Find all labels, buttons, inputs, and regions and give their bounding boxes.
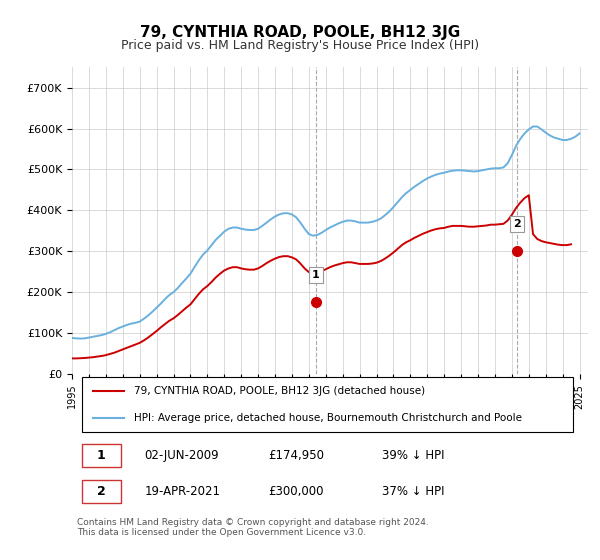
Text: 2: 2: [513, 219, 521, 228]
Text: Contains HM Land Registry data © Crown copyright and database right 2024.
This d: Contains HM Land Registry data © Crown c…: [77, 517, 429, 537]
Text: £300,000: £300,000: [268, 485, 323, 498]
FancyBboxPatch shape: [82, 377, 572, 432]
Text: 39% ↓ HPI: 39% ↓ HPI: [382, 449, 444, 462]
Text: 1: 1: [312, 270, 320, 280]
FancyBboxPatch shape: [82, 480, 121, 503]
Text: HPI: Average price, detached house, Bournemouth Christchurch and Poole: HPI: Average price, detached house, Bour…: [134, 413, 522, 423]
FancyBboxPatch shape: [82, 444, 121, 466]
Text: £174,950: £174,950: [268, 449, 324, 462]
Text: Price paid vs. HM Land Registry's House Price Index (HPI): Price paid vs. HM Land Registry's House …: [121, 39, 479, 52]
Text: 37% ↓ HPI: 37% ↓ HPI: [382, 485, 444, 498]
Text: 2: 2: [97, 485, 105, 498]
Text: 19-APR-2021: 19-APR-2021: [144, 485, 220, 498]
Text: 1: 1: [97, 449, 105, 462]
Text: 79, CYNTHIA ROAD, POOLE, BH12 3JG (detached house): 79, CYNTHIA ROAD, POOLE, BH12 3JG (detac…: [134, 386, 425, 396]
Text: 79, CYNTHIA ROAD, POOLE, BH12 3JG: 79, CYNTHIA ROAD, POOLE, BH12 3JG: [140, 25, 460, 40]
Text: 02-JUN-2009: 02-JUN-2009: [144, 449, 219, 462]
